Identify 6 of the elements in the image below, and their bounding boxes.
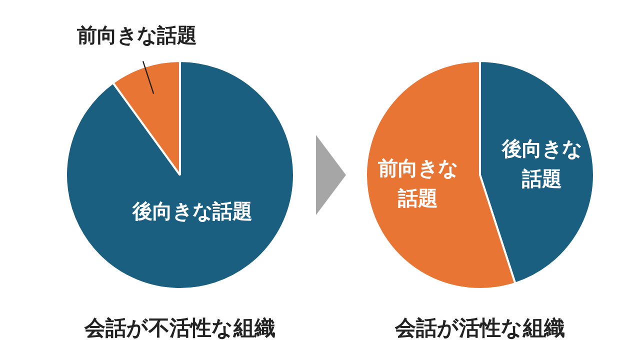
slice-label: 後向きな話題 [500,136,582,190]
slice-label: 前向きな話題 [377,156,458,210]
slice-label: 後向きな話題 [131,199,252,224]
slice-label: 前向きな話題 [76,22,198,47]
text: 会話が不活性な組織 [83,315,276,342]
text: 会話が活性な組織 [394,315,566,342]
